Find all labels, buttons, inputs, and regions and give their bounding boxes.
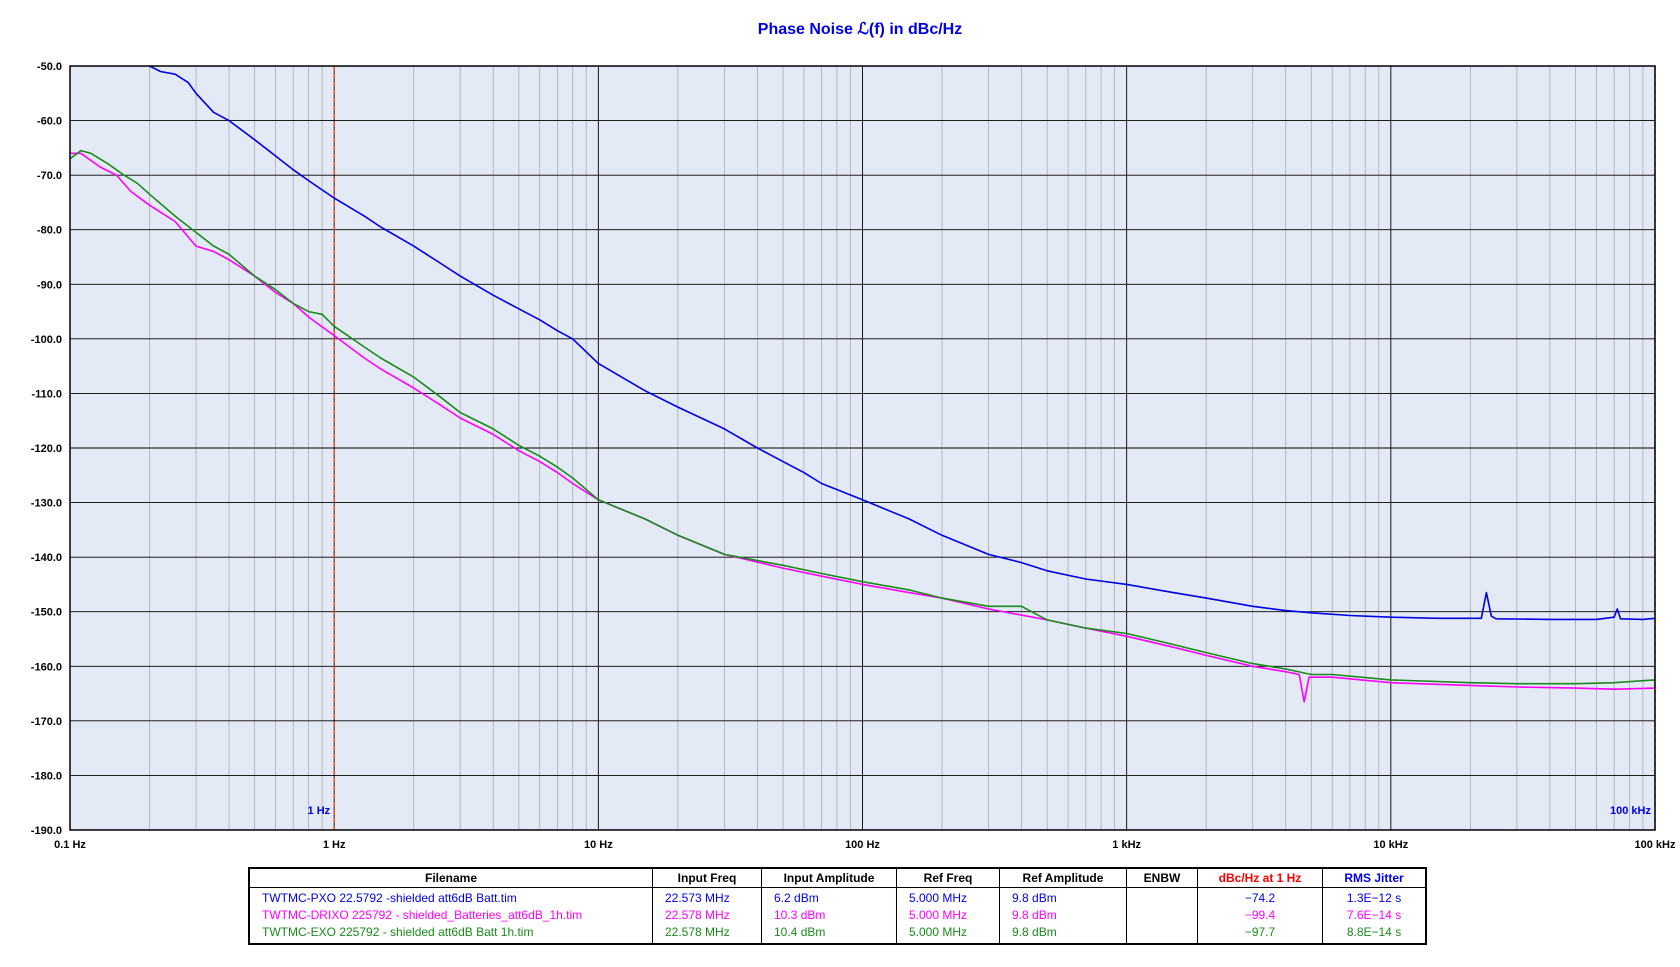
header-enbw: ENBW (1126, 867, 1198, 888)
row-filename: TWTMC-PXO 22.5792 -shielded att6dB Batt.… (248, 887, 653, 907)
row-ref-freq: 5.000 MHz (896, 907, 1000, 924)
marker-label: 100 kHz (1610, 805, 1651, 817)
row-input-amplitude: 10.4 dBm (761, 924, 897, 945)
y-tick-label: -130.0 (31, 498, 62, 510)
y-tick-label: -60.0 (37, 116, 62, 128)
header-ref-freq: Ref Freq (896, 867, 1000, 888)
legend-row: TWTMC-PXO 22.5792 -shielded att6dB Batt.… (248, 887, 1427, 907)
x-tick-label: 10 kHz (1373, 839, 1408, 851)
x-tick-label: 100 kHz (1635, 839, 1676, 851)
legend-row: TWTMC-DRIXO 225792 - shielded_Batteries_… (248, 907, 1427, 924)
row-ref-amplitude: 9.8 dBm (999, 887, 1127, 907)
row-input-freq: 22.578 MHz (652, 907, 762, 924)
legend-header-row: Filename Input Freq Input Amplitude Ref … (248, 867, 1427, 888)
row-rms-jitter: 1.3E−12 s (1322, 887, 1427, 907)
row-ref-freq: 5.000 MHz (896, 924, 1000, 945)
y-tick-label: -190.0 (31, 825, 62, 837)
row-ref-amplitude: 9.8 dBm (999, 907, 1127, 924)
phase-noise-chart: Phase Noise ℒ(f) in dBc/Hz 1 Hz 100 kHz 0… (31, 21, 1676, 851)
row-enbw (1126, 924, 1198, 945)
row-input-freq: 22.573 MHz (652, 887, 762, 907)
row-dbc-at-1hz: −74.2 (1197, 887, 1323, 907)
row-filename: TWTMC-DRIXO 225792 - shielded_Batteries_… (248, 907, 653, 924)
header-rms-jitter: RMS Jitter (1322, 867, 1427, 888)
row-rms-jitter: 8.8E−14 s (1322, 924, 1427, 945)
series-line (149, 65, 1656, 621)
header-dbc-at-1hz: dBc/Hz at 1 Hz (1197, 867, 1323, 888)
row-rms-jitter: 7.6E−14 s (1322, 907, 1427, 924)
chart-title: Phase Noise ℒ(f) in dBc/Hz (758, 21, 962, 38)
row-ref-freq: 5.000 MHz (896, 887, 1000, 907)
row-dbc-at-1hz: −99.4 (1197, 907, 1323, 924)
row-dbc-at-1hz: −97.7 (1197, 924, 1323, 945)
y-tick-label: -70.0 (37, 170, 62, 182)
header-input-amplitude: Input Amplitude (761, 867, 897, 888)
series-lines (69, 65, 1656, 703)
header-filename: Filename (248, 867, 653, 888)
row-filename: TWTMC-EXO 225792 - shielded att6dB Batt … (248, 924, 653, 945)
y-tick-label: -110.0 (31, 388, 62, 400)
plot-frame (69, 65, 1656, 831)
y-tick-label: -80.0 (37, 225, 62, 237)
y-tick-label: -180.0 (31, 770, 62, 782)
y-tick-label: -150.0 (31, 607, 62, 619)
row-enbw (1126, 887, 1198, 907)
row-ref-amplitude: 9.8 dBm (999, 924, 1127, 945)
y-tick-label: -50.0 (37, 61, 62, 73)
row-input-freq: 22.578 MHz (652, 924, 762, 945)
series-line (69, 149, 1656, 685)
row-input-amplitude: 6.2 dBm (761, 887, 897, 907)
row-enbw (1126, 907, 1198, 924)
y-axis-tick-labels: -50.0 -60.0 -70.0 -80.0 -90.0 -100.0 -110.0 -12… (31, 61, 62, 837)
row-input-amplitude: 10.3 dBm (761, 907, 897, 924)
x-axis-tick-labels: 0.1 Hz 1 Hz 10 Hz 100 Hz 1 kHz 10 kHz 100 kHz (54, 839, 1676, 851)
x-tick-label: 1 kHz (1112, 839, 1141, 851)
legend-table: Filename Input Freq Input Amplitude Ref … (248, 867, 1427, 945)
y-tick-label: -120.0 (31, 443, 62, 455)
header-ref-amplitude: Ref Amplitude (999, 867, 1127, 888)
y-tick-label: -170.0 (31, 716, 62, 728)
x-tick-label: 100 Hz (845, 839, 880, 851)
y-tick-label: -90.0 (37, 279, 62, 291)
legend-row: TWTMC-EXO 225792 - shielded att6dB Batt … (248, 924, 1427, 945)
y-tick-label: -160.0 (31, 661, 62, 673)
marker-label: 1 Hz (308, 805, 331, 817)
y-tick-label: -140.0 (31, 552, 62, 564)
header-input-freq: Input Freq (652, 867, 762, 888)
x-tick-label: 10 Hz (584, 839, 613, 851)
y-tick-label: -100.0 (31, 334, 62, 346)
x-tick-label: 1 Hz (323, 839, 346, 851)
x-tick-label: 0.1 Hz (54, 839, 86, 851)
